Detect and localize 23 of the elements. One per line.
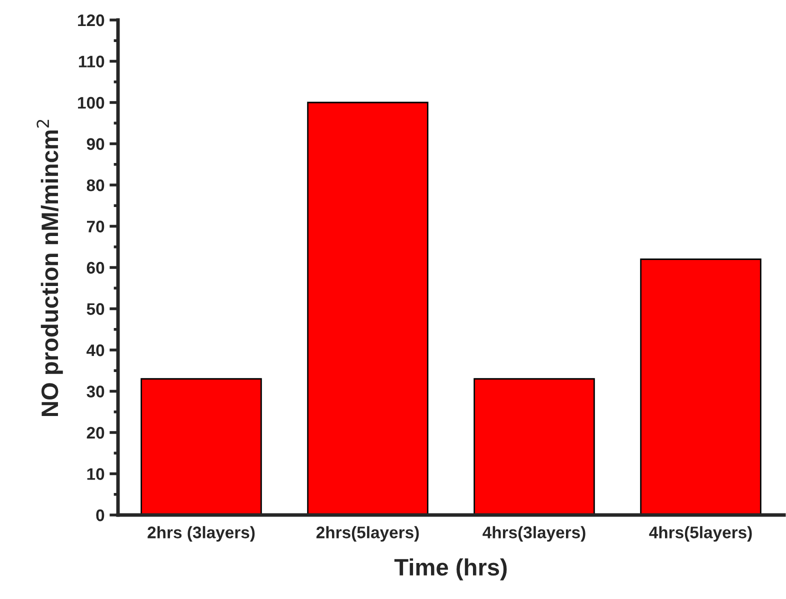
y-axis-title: NO production nM/mincm$^{2}$ (36, 120, 63, 416)
y-tick-label: 50 (86, 303, 104, 315)
y-tick-label: 120 (78, 14, 104, 26)
bar (474, 378, 595, 515)
bar (307, 102, 428, 515)
y-tick-label: 110 (78, 56, 104, 68)
y-tick-label: 40 (86, 344, 104, 356)
x-tick-label: 4hrs(5layers) (649, 526, 752, 542)
x-tick-label: 4hrs(3layers) (482, 526, 586, 542)
bar (640, 258, 762, 515)
y-tick-label: 70 (86, 220, 104, 232)
y-tick-label: 10 (87, 468, 104, 480)
bar (140, 378, 262, 515)
y-tick-label: 20 (86, 426, 104, 439)
x-tick-label: 2hrs(5layers) (316, 526, 419, 542)
x-tick-label: 2hrs (3layers) (148, 526, 255, 542)
y-tick-label: 90 (86, 138, 104, 150)
y-tick-label: 30 (86, 386, 104, 398)
y-tick-label: 0 (96, 509, 104, 522)
y-tick-label: 100 (78, 96, 104, 109)
y-tick-label: 60 (86, 262, 104, 274)
x-axis-title: Time (hrs) (394, 558, 507, 580)
y-tick-label: 80 (86, 179, 104, 192)
